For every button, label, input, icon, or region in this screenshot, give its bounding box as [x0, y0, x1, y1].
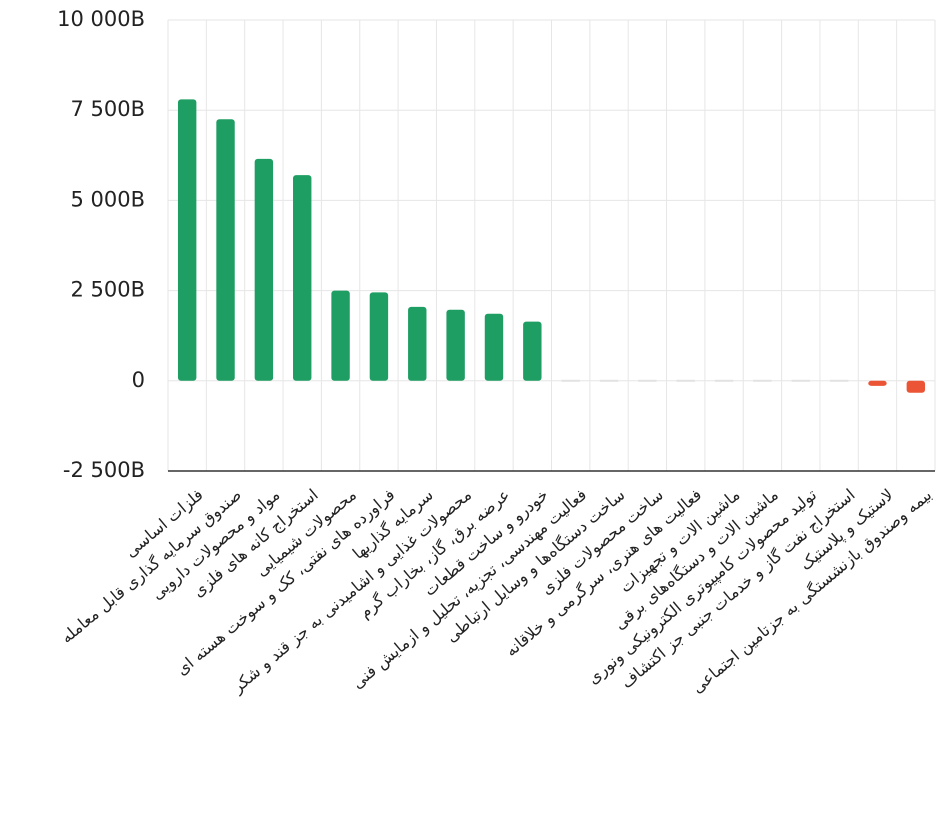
bar [254, 158, 274, 381]
bar [676, 379, 695, 382]
y-tick-label: -2 500B [63, 458, 145, 482]
y-tick-label: 7 500B [70, 97, 145, 121]
bar [331, 290, 350, 381]
bar [369, 292, 389, 381]
bar [753, 379, 772, 382]
bar [446, 309, 465, 381]
bar [216, 119, 235, 381]
y-tick-label: 10 000B [57, 7, 145, 31]
bar [599, 379, 619, 382]
bar [868, 380, 887, 386]
bar [829, 379, 849, 382]
bar [638, 379, 657, 382]
y-tick-label: 2 500B [70, 278, 145, 302]
bar [408, 306, 427, 381]
bar [484, 313, 504, 381]
bar [561, 379, 580, 382]
y-tick-label: 5 000B [70, 187, 145, 211]
bar [791, 379, 810, 382]
bar [293, 175, 312, 381]
bar [523, 321, 542, 381]
bar [177, 99, 197, 381]
y-tick-label: 0 [132, 368, 145, 392]
bar [906, 380, 926, 393]
bar [714, 379, 734, 382]
